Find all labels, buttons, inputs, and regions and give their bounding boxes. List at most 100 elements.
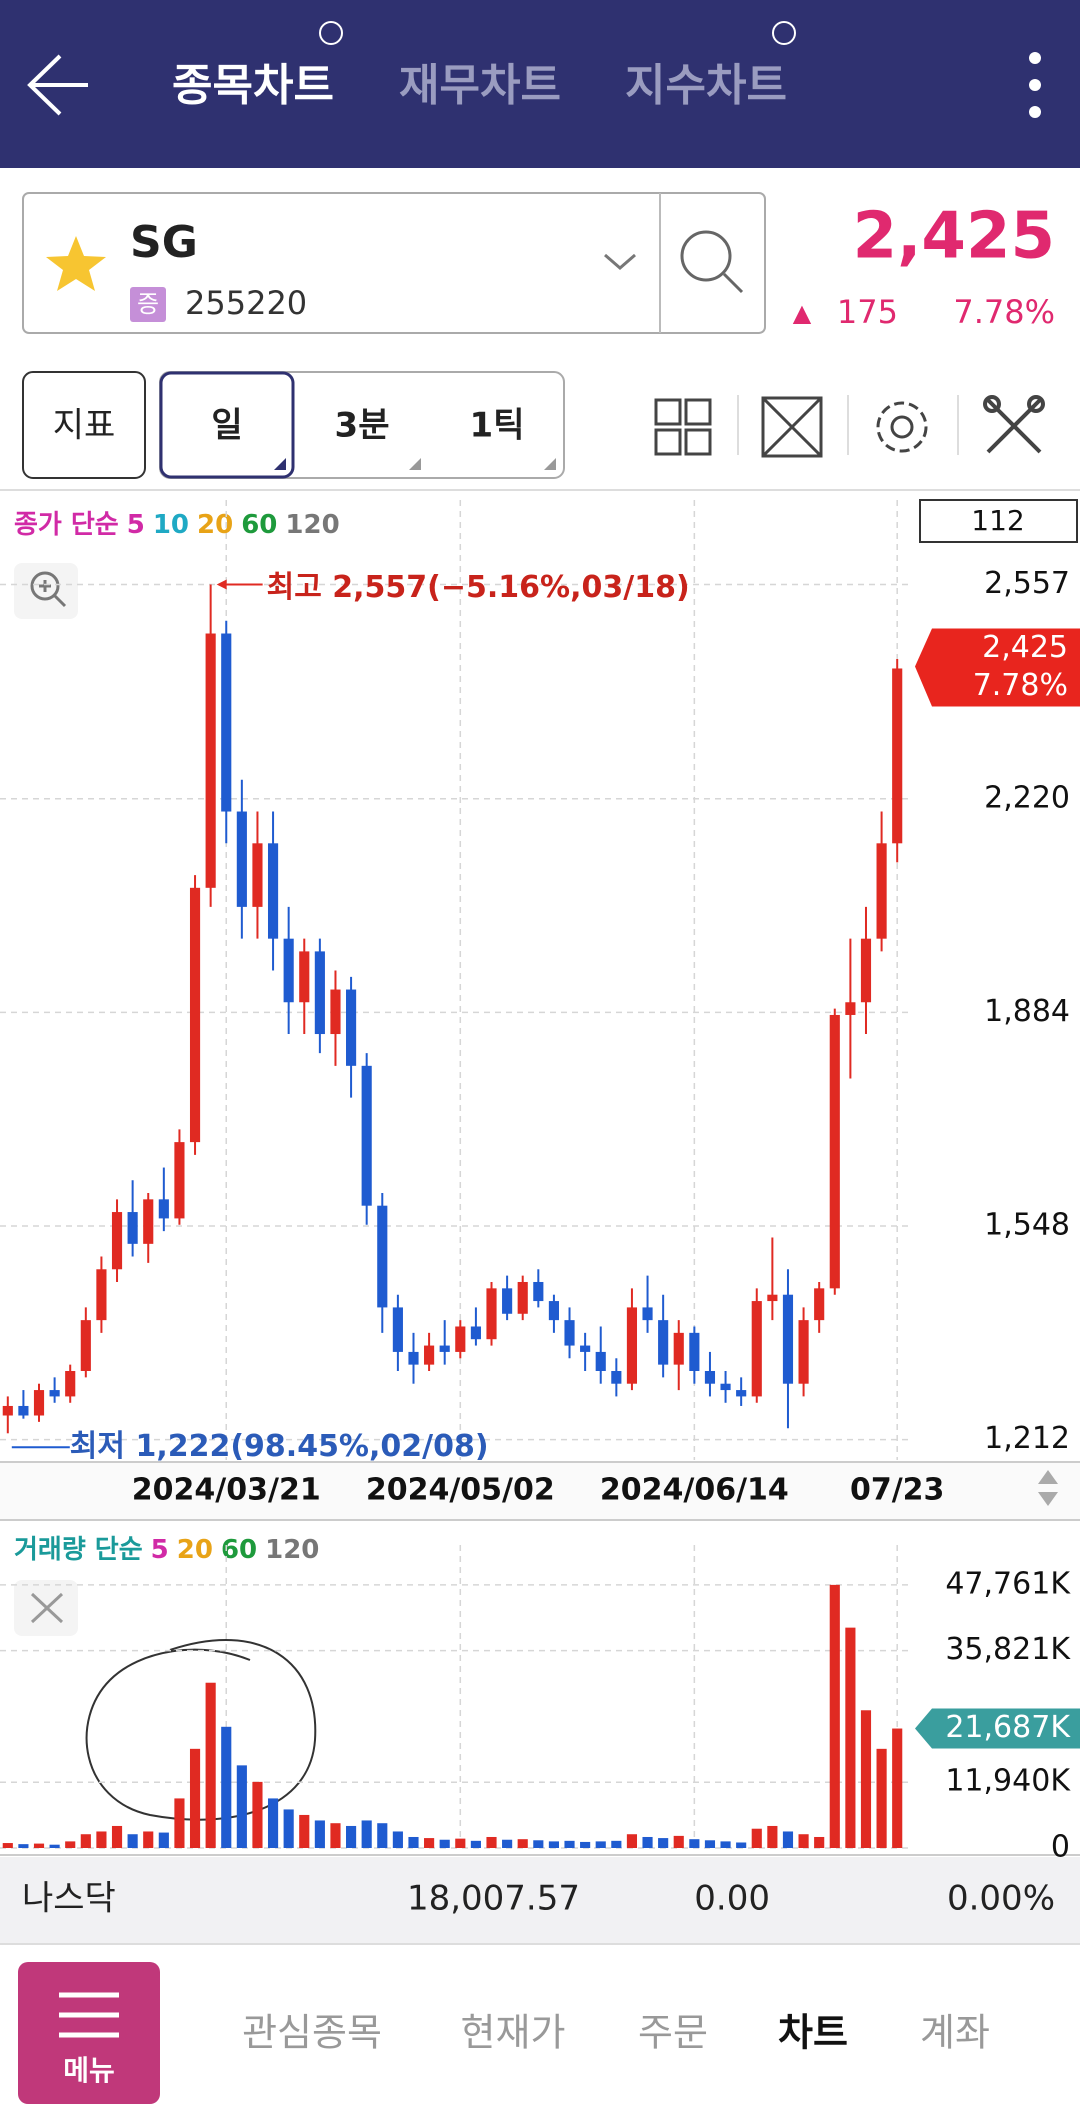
legend-item: 종가 단순 <box>14 510 119 540</box>
count-label: 112 <box>971 504 1024 537</box>
candle-body <box>80 1320 91 1371</box>
volume-bar <box>174 1798 185 1848</box>
scroll-arrows[interactable] <box>1038 1470 1058 1506</box>
y-tick-label: 1,548 <box>984 1208 1070 1243</box>
volume-bar <box>283 1809 294 1848</box>
expand-icon[interactable] <box>761 396 823 458</box>
candle-body <box>267 843 279 939</box>
candle-body <box>626 1307 638 1384</box>
volume-bar <box>533 1840 544 1848</box>
candle-body <box>533 1281 544 1302</box>
candle-body <box>143 1199 154 1244</box>
x-tick-label: 2024/03/21 <box>132 1473 321 1508</box>
candle-body <box>455 1326 466 1352</box>
volume-bar <box>189 1748 201 1848</box>
tab[interactable]: 재무차트 <box>399 60 561 111</box>
market-badge: 증 <box>137 290 159 318</box>
candle-body <box>689 1332 700 1371</box>
volume-bar <box>517 1839 528 1848</box>
candle-body <box>642 1307 653 1321</box>
y-tick-label: 47,761K <box>945 1566 1071 1601</box>
period[interactable]: 3분 <box>335 406 390 446</box>
volume-bar <box>470 1840 481 1848</box>
zoom-button[interactable] <box>14 563 78 619</box>
indicator-button[interactable] <box>22 371 146 479</box>
volume-bar <box>876 1748 887 1848</box>
volume-bar <box>751 1828 762 1848</box>
stock-box[interactable] <box>22 192 766 334</box>
volume-bar <box>829 1584 840 1848</box>
favorite-star[interactable] <box>46 236 106 291</box>
volume-bar <box>642 1836 653 1848</box>
annotation-arrowhead <box>216 579 227 590</box>
candle-body <box>174 1142 185 1219</box>
tab-badge <box>319 21 796 45</box>
tab[interactable]: 지수차트 <box>625 60 787 111</box>
y-tick-label: 2,557 <box>984 566 1070 601</box>
candle-body <box>65 1370 76 1397</box>
layout-icon[interactable] <box>654 398 712 456</box>
back-button[interactable] <box>27 54 88 116</box>
volume-bar <box>611 1840 622 1848</box>
volume-bar <box>798 1834 809 1848</box>
volume-bar <box>767 1825 778 1848</box>
y-tick-label: 0 <box>1051 1830 1070 1865</box>
low-annotation: 최저 1,222(98.45%,02/08) <box>70 1429 489 1464</box>
tools-icon[interactable] <box>983 395 1045 454</box>
candle-body <box>221 633 232 812</box>
candle-body <box>299 951 310 1003</box>
close-button[interactable] <box>14 1580 78 1636</box>
volume-bar <box>658 1838 669 1848</box>
search-button[interactable] <box>680 230 744 294</box>
volume-bar <box>502 1839 513 1848</box>
candle-body <box>330 989 341 1035</box>
nav-item[interactable]: 차트 <box>778 2011 848 2055</box>
volume-bar <box>736 1842 747 1848</box>
dropdown[interactable] <box>604 253 636 270</box>
volume-bar <box>205 1682 216 1848</box>
more-button[interactable] <box>1029 52 1041 118</box>
candle-body <box>502 1288 513 1314</box>
x-tick-label: 2024/06/14 <box>600 1473 789 1508</box>
volume-bar <box>845 1627 856 1848</box>
candle-body <box>127 1212 138 1244</box>
volume-bar <box>49 1844 60 1848</box>
candle-body <box>798 1320 809 1384</box>
nav-item[interactable]: 현재가 <box>461 2011 566 2055</box>
nav-item[interactable]: 계좌 <box>920 2011 990 2055</box>
tab[interactable]: 종목차트 <box>172 60 334 111</box>
stock-code: 255220 <box>185 284 307 322</box>
settings-icon[interactable] <box>876 401 928 453</box>
volume-bar <box>252 1781 263 1848</box>
legend: 거래량 단순 5 20 60 120 <box>14 1535 319 1565</box>
candle-body <box>408 1351 419 1365</box>
volume-bar <box>158 1832 169 1848</box>
volume-bar <box>267 1798 279 1848</box>
candle-body <box>564 1320 575 1346</box>
candle-body <box>860 938 872 1003</box>
x-tick-label: 2024/05/02 <box>366 1473 555 1508</box>
volume-bar <box>80 1834 91 1848</box>
badge-bg <box>130 287 166 322</box>
period[interactable]: 일 <box>211 406 242 446</box>
candle-body <box>892 668 903 844</box>
period[interactable]: 1틱 <box>470 406 525 446</box>
candle-body <box>236 811 247 907</box>
nav-item[interactable]: 관심종목 <box>242 2011 382 2055</box>
candle-body <box>377 1205 388 1308</box>
price-tag-pct: 7.78% <box>973 668 1068 703</box>
candle-body <box>486 1288 497 1340</box>
index-bar <box>0 1857 1080 1943</box>
volume-tag-label: 21,687K <box>945 1710 1071 1745</box>
header-bar <box>0 0 1080 168</box>
candle-body <box>314 951 325 1035</box>
high-annotation: 최고 2,557(−5.16%,03/18) <box>267 570 690 605</box>
legend-item: 10 <box>153 510 189 540</box>
indicator-label: 지표 <box>53 406 116 446</box>
nav-item[interactable]: 주문 <box>638 2011 708 2055</box>
y-tick-label: 2,220 <box>984 780 1070 815</box>
period-selected[interactable] <box>159 371 295 479</box>
menu-label: 메뉴 <box>63 2054 115 2087</box>
candle-body <box>158 1199 169 1219</box>
